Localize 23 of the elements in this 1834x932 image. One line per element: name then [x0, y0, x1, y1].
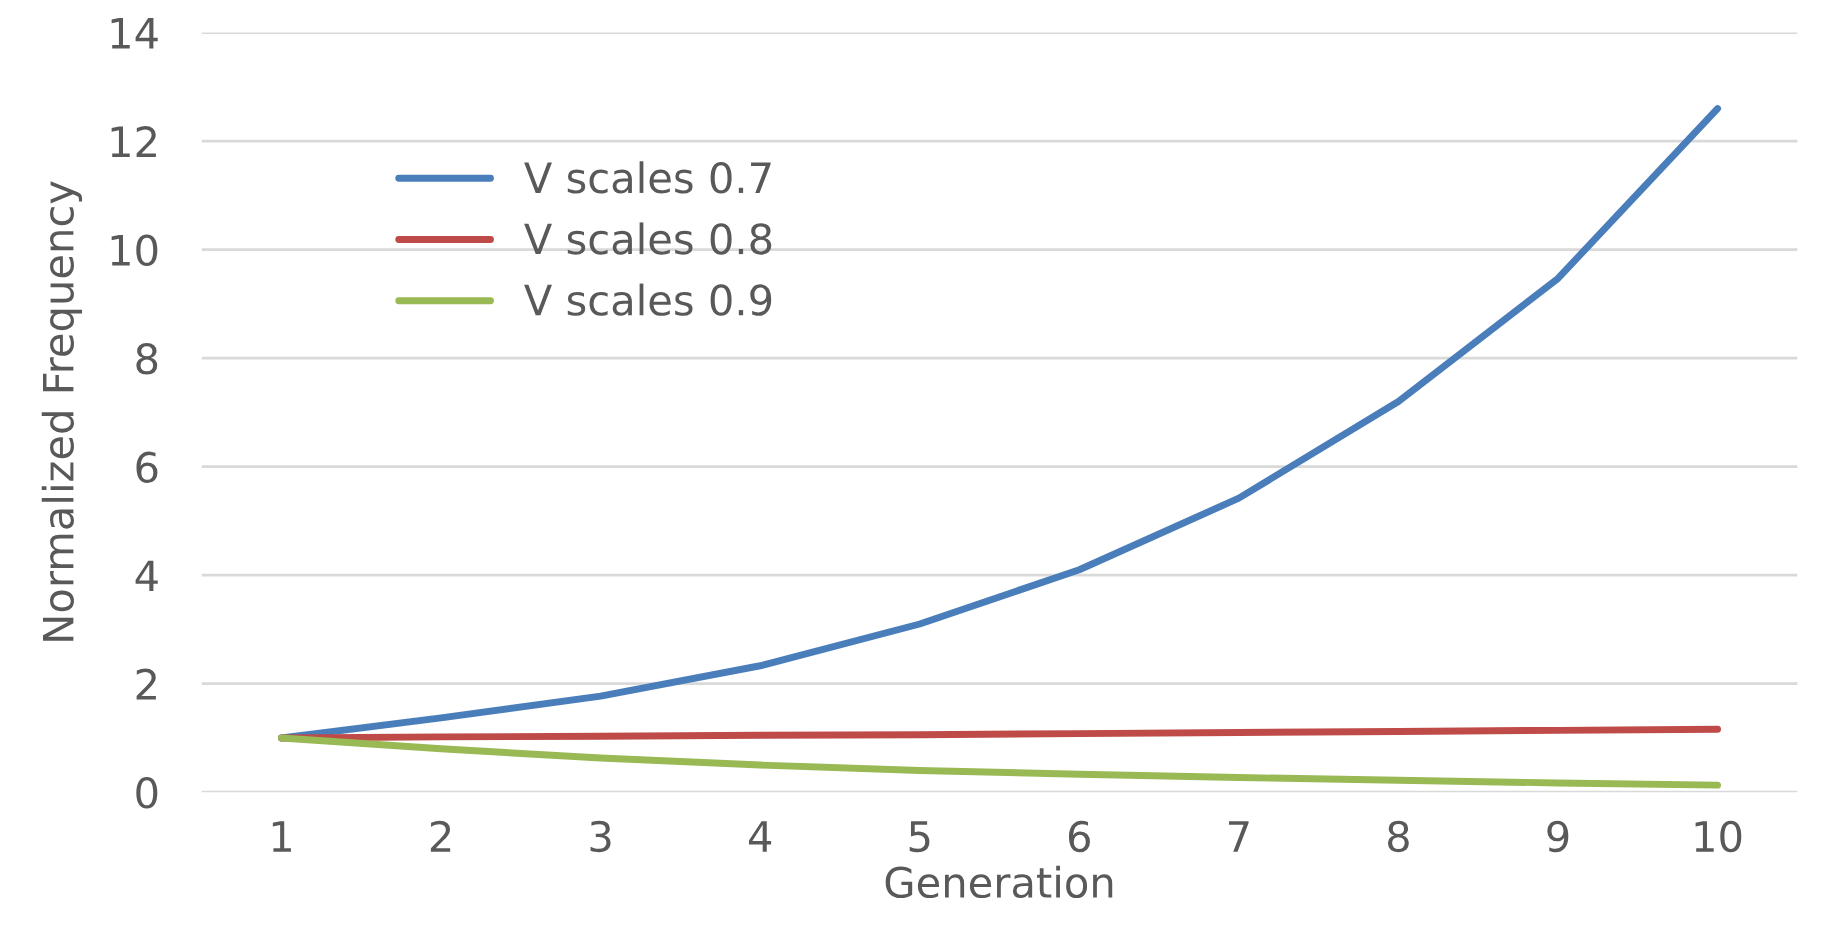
y-tick-label: 6 — [136, 451, 158, 484]
x-tick-label: 10 — [1695, 820, 1742, 853]
x-tick-label: 3 — [590, 820, 611, 853]
x-tick-label: 8 — [1388, 820, 1409, 853]
x-tick-label: 1 — [272, 821, 291, 852]
legend-label: V scales 0.8 — [524, 222, 772, 255]
y-tick-label: 14 — [111, 18, 158, 49]
x-tick-label: 6 — [1068, 820, 1090, 853]
y-tick-label: 0 — [136, 777, 158, 809]
x-tick-label: 5 — [909, 821, 930, 853]
x-tick-label: 7 — [1229, 821, 1249, 852]
legend-label: V scales 0.9 — [524, 283, 772, 316]
y-tick-label: 10 — [111, 234, 158, 267]
x-tick-label: 2 — [430, 820, 451, 852]
x-tick-label: 9 — [1547, 820, 1569, 853]
legend-label: V scales 0.7 — [524, 161, 771, 194]
y-axis-title: Normalized Frequency — [41, 181, 83, 641]
x-axis-title: Generation — [885, 865, 1113, 899]
y-tick-label: 8 — [136, 343, 158, 375]
y-tick-label: 2 — [136, 668, 156, 700]
y-tick-label: 12 — [111, 126, 156, 157]
x-tick-label: 4 — [748, 821, 772, 852]
y-tick-label: 4 — [135, 560, 158, 592]
